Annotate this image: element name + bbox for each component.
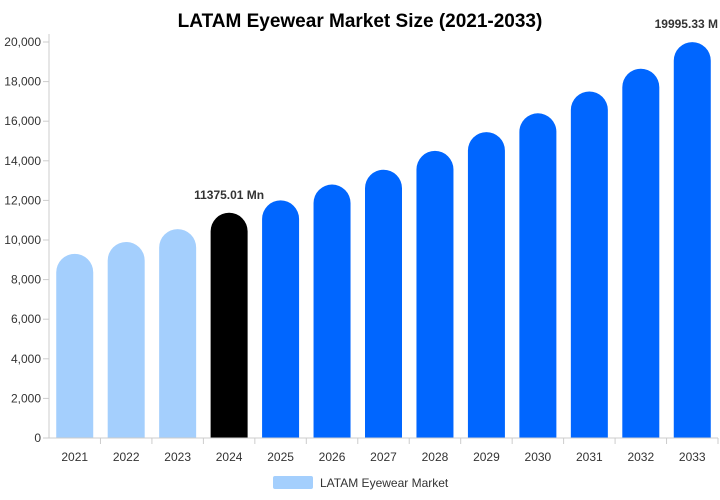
chart-title: LATAM Eyewear Market Size (2021-2033) bbox=[178, 11, 543, 32]
y-tick-label: 18,000 bbox=[4, 75, 41, 89]
x-tick-label: 2032 bbox=[627, 450, 654, 464]
x-tick-label: 2029 bbox=[473, 450, 500, 464]
x-tick-label: 2031 bbox=[576, 450, 603, 464]
legend-label[interactable]: LATAM Eyewear Market bbox=[320, 476, 449, 490]
y-axis: 0 2,000 4,000 6,000 8,000 10,000 12,000 14,000 1… bbox=[4, 34, 50, 445]
x-tick-label: 2025 bbox=[267, 450, 294, 464]
bar-2026[interactable] bbox=[313, 184, 351, 438]
data-label-2033: 19995.33 M bbox=[655, 17, 718, 31]
x-tick-label: 2026 bbox=[319, 450, 346, 464]
legend[interactable]: LATAM Eyewear Market bbox=[273, 476, 449, 490]
y-tick-label: 2,000 bbox=[11, 391, 41, 405]
bars-group bbox=[56, 42, 711, 439]
bar-2021[interactable] bbox=[56, 253, 94, 438]
y-tick-label: 10,000 bbox=[4, 233, 41, 247]
data-label-2024: 11375.01 Mn bbox=[194, 188, 264, 202]
x-tick-label: 2024 bbox=[216, 450, 243, 464]
x-tick-label: 2033 bbox=[679, 450, 706, 464]
legend-swatch[interactable] bbox=[273, 476, 313, 489]
y-tick-label: 20,000 bbox=[4, 35, 41, 49]
x-tick-label: 2022 bbox=[113, 450, 140, 464]
x-tick-label: 2027 bbox=[370, 450, 397, 464]
y-tick-label: 4,000 bbox=[11, 352, 41, 366]
y-tick-label: 6,000 bbox=[11, 312, 41, 326]
bar-2031[interactable] bbox=[570, 91, 608, 439]
bar-2027[interactable] bbox=[365, 169, 402, 438]
bar-2025[interactable] bbox=[262, 200, 300, 438]
bar-2028[interactable] bbox=[416, 150, 454, 438]
y-tick-label: 16,000 bbox=[4, 114, 41, 128]
x-tick-label: 2023 bbox=[164, 450, 191, 464]
data-labels-group: 11375.01 Mn 19995.33 M bbox=[194, 17, 718, 202]
y-tick-label: 12,000 bbox=[4, 193, 41, 207]
x-tick-label: 2021 bbox=[61, 450, 88, 464]
y-tick-label: 8,000 bbox=[11, 273, 41, 287]
bar-2033[interactable] bbox=[673, 42, 711, 438]
y-tick-label: 14,000 bbox=[4, 154, 41, 168]
bar-2023[interactable] bbox=[159, 229, 197, 438]
y-tick-label: 0 bbox=[34, 431, 41, 445]
x-tick-label: 2030 bbox=[525, 450, 552, 464]
bar-2022[interactable] bbox=[107, 241, 145, 438]
bar-2029[interactable] bbox=[467, 132, 505, 438]
bar-2024[interactable] bbox=[210, 212, 248, 438]
x-axis: 2021 2022 2023 2024 2025 2026 2027 2028 2029 2030… bbox=[49, 437, 719, 464]
bar-2032[interactable] bbox=[622, 68, 660, 438]
x-tick-label: 2028 bbox=[422, 450, 449, 464]
bar-2030[interactable] bbox=[519, 113, 557, 438]
